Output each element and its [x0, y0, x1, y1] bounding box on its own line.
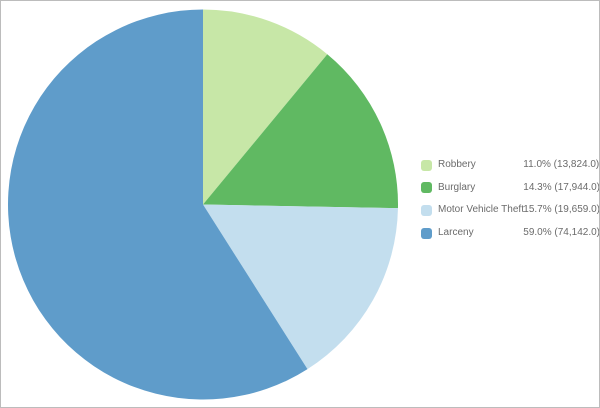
legend-value: 15.7% (19,659.0) — [523, 204, 600, 216]
legend: Robbery 11.0% (13,824.0) Burglary 14.3% … — [421, 154, 600, 244]
pie-slice-larceny[interactable] — [7, 9, 308, 400]
legend-swatch-icon-motor-vehicle-theft — [421, 204, 432, 216]
legend-value: 14.3% (17,944.0) — [523, 181, 600, 193]
legend-swatch-icon-burglary — [421, 182, 432, 194]
legend-swatch-icon-robbery — [421, 159, 432, 171]
legend-swatch-icon-larceny — [421, 227, 432, 239]
legend-value: 59.0% (74,142.0) — [523, 227, 600, 239]
pie-slice-robbery[interactable] — [203, 9, 328, 205]
pie-slice-burglary[interactable] — [203, 54, 399, 209]
legend-label: Motor Vehicle Theft — [438, 204, 524, 216]
legend-label: Robbery — [438, 159, 476, 171]
legend-label: Burglary — [438, 181, 476, 193]
legend-label: Larceny — [438, 227, 474, 239]
pie-slice-motor-vehicle-theft[interactable] — [203, 204, 398, 370]
legend-value: 11.0% (13,824.0) — [523, 159, 600, 171]
